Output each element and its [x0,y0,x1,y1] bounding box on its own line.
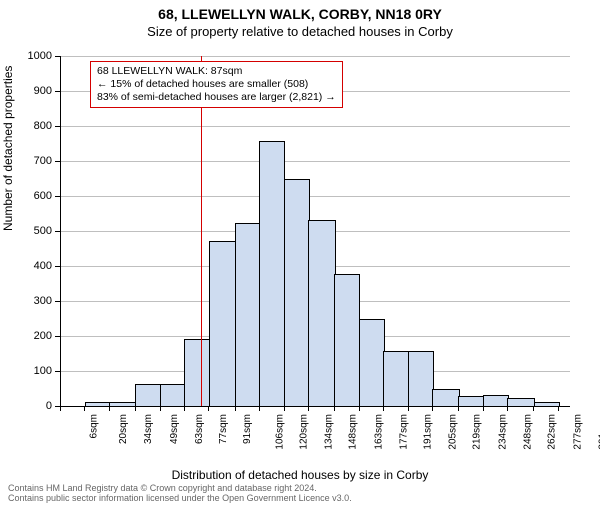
x-tick-label: 205sqm [447,414,458,450]
y-gridline [60,56,570,57]
histogram-plot: 010020030040050060070080090010006sqm20sq… [60,56,570,406]
x-tick-label: 148sqm [348,414,359,450]
histogram-bar [483,395,509,407]
x-tick-mark [308,406,309,411]
histogram-bar [383,351,409,406]
y-tick-label: 300 [12,295,52,307]
histogram-bar [359,319,385,406]
x-tick-label: 234sqm [498,414,509,450]
x-tick-label: 77sqm [218,414,229,444]
x-tick-label: 63sqm [194,414,205,444]
x-tick-label: 177sqm [398,414,409,450]
histogram-bar [259,141,285,406]
y-tick-label: 700 [12,155,52,167]
annotation-line: 83% of semi-detached houses are larger (… [97,91,336,104]
histogram-bar [135,384,161,406]
y-tick-label: 900 [12,85,52,97]
x-tick-label: 34sqm [143,414,154,444]
x-tick-label: 262sqm [547,414,558,450]
histogram-bar [408,351,434,406]
x-tick-mark [184,406,185,411]
x-axis-label: Distribution of detached houses by size … [0,468,600,482]
page-subtitle: Size of property relative to detached ho… [0,24,600,39]
x-tick-label: 120sqm [299,414,310,450]
x-tick-label: 277sqm [573,414,584,450]
x-tick-mark [483,406,484,411]
x-tick-label: 106sqm [274,414,285,450]
x-tick-mark [84,406,85,411]
histogram-bar [284,179,310,406]
y-tick-label: 200 [12,330,52,342]
x-tick-mark [507,406,508,411]
y-tick-label: 400 [12,260,52,272]
histogram-bar [334,274,360,406]
x-tick-mark [533,406,534,411]
y-axis-line [60,56,61,406]
annotation-box: 68 LLEWELLYN WALK: 87sqm← 15% of detache… [90,61,343,108]
x-axis-line [60,406,570,407]
x-tick-mark [160,406,161,411]
x-tick-mark [208,406,209,411]
x-tick-mark [284,406,285,411]
x-tick-mark [60,406,61,411]
x-tick-mark [109,406,110,411]
y-tick-label: 800 [12,120,52,132]
x-tick-mark [259,406,260,411]
y-gridline [60,196,570,197]
x-tick-label: 248sqm [522,414,533,450]
x-tick-mark [458,406,459,411]
x-tick-mark [408,406,409,411]
page-title: 68, LLEWELLYN WALK, CORBY, NN18 0RY [0,6,600,22]
histogram-bar [184,339,210,407]
histogram-bar [308,220,336,407]
x-tick-mark [558,406,559,411]
annotation-line: ← 15% of detached houses are smaller (50… [97,78,336,91]
histogram-bar [507,398,535,406]
x-tick-mark [334,406,335,411]
x-tick-label: 6sqm [88,414,99,438]
y-tick-label: 600 [12,190,52,202]
y-gridline [60,161,570,162]
x-tick-mark [359,406,360,411]
y-tick-label: 100 [12,365,52,377]
x-tick-mark [135,406,136,411]
x-tick-label: 219sqm [472,414,483,450]
y-tick-label: 1000 [12,50,52,62]
x-tick-label: 191sqm [423,414,434,450]
x-tick-mark [235,406,236,411]
reference-line [201,56,202,406]
y-gridline [60,126,570,127]
footer-line-2: Contains public sector information licen… [8,494,352,504]
histogram-bar [160,384,186,406]
x-tick-mark [383,406,384,411]
x-tick-label: 134sqm [323,414,334,450]
histogram-bar [458,396,484,406]
x-tick-label: 20sqm [118,414,129,444]
x-tick-mark [432,406,433,411]
y-tick-label: 0 [12,400,52,412]
x-tick-label: 49sqm [169,414,180,444]
annotation-line: 68 LLEWELLYN WALK: 87sqm [97,65,336,78]
footer-attribution: Contains HM Land Registry data © Crown c… [8,484,352,504]
histogram-bar [432,389,460,406]
x-tick-label: 91sqm [242,414,253,444]
y-tick-label: 500 [12,225,52,237]
histogram-bar [209,241,237,407]
histogram-bar [235,223,261,406]
x-tick-label: 163sqm [374,414,385,450]
